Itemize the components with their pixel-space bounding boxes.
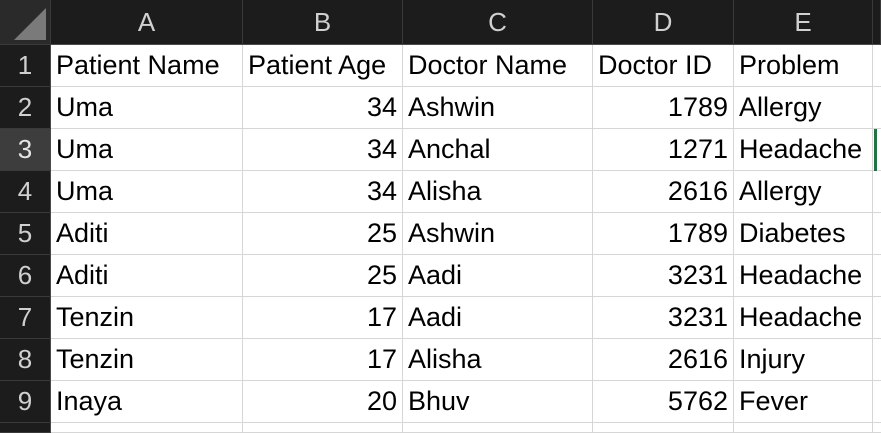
- cell-f4[interactable]: [873, 171, 881, 213]
- cell-b10[interactable]: [243, 423, 403, 433]
- cell-d1[interactable]: Doctor ID: [593, 45, 734, 87]
- cell-f1[interactable]: [873, 45, 881, 87]
- cell-e5[interactable]: Diabetes: [734, 213, 873, 255]
- row-header[interactable]: 9: [0, 381, 51, 423]
- cell-e4[interactable]: Allergy: [734, 171, 873, 213]
- column-header-e[interactable]: E: [734, 0, 873, 45]
- cell-e9[interactable]: Fever: [734, 381, 873, 423]
- cell-c4[interactable]: Alisha: [403, 171, 593, 213]
- cell-f10[interactable]: [873, 423, 881, 433]
- row-header-partial[interactable]: [0, 423, 51, 433]
- cell-e8[interactable]: Injury: [734, 339, 873, 381]
- row-header[interactable]: 5: [0, 213, 51, 255]
- cell-d5[interactable]: 1789: [593, 213, 734, 255]
- cell-e6[interactable]: Headache: [734, 255, 873, 297]
- cell-b9[interactable]: 20: [243, 381, 403, 423]
- cell-f3-selected[interactable]: [873, 129, 881, 171]
- cell-d8[interactable]: 2616: [593, 339, 734, 381]
- cell-e2[interactable]: Allergy: [734, 87, 873, 129]
- column-header-a[interactable]: A: [51, 0, 243, 45]
- row-header[interactable]: 2: [0, 87, 51, 129]
- cell-d6[interactable]: 3231: [593, 255, 734, 297]
- column-header-f-partial[interactable]: [873, 0, 881, 45]
- cell-c7[interactable]: Aadi: [403, 297, 593, 339]
- cell-b1[interactable]: Patient Age: [243, 45, 403, 87]
- cell-d10[interactable]: [593, 423, 734, 433]
- cell-d9[interactable]: 5762: [593, 381, 734, 423]
- cell-b3[interactable]: 34: [243, 129, 403, 171]
- cell-b4[interactable]: 34: [243, 171, 403, 213]
- cell-b6[interactable]: 25: [243, 255, 403, 297]
- cell-a10[interactable]: [51, 423, 243, 433]
- cell-a3[interactable]: Uma: [51, 129, 243, 171]
- cell-a4[interactable]: Uma: [51, 171, 243, 213]
- row-header[interactable]: 7: [0, 297, 51, 339]
- cell-c6[interactable]: Aadi: [403, 255, 593, 297]
- cell-a9[interactable]: Inaya: [51, 381, 243, 423]
- row-header[interactable]: 4: [0, 171, 51, 213]
- cell-b8[interactable]: 17: [243, 339, 403, 381]
- cell-b5[interactable]: 25: [243, 213, 403, 255]
- cell-f5[interactable]: [873, 213, 881, 255]
- cell-c1[interactable]: Doctor Name: [403, 45, 593, 87]
- column-header-c[interactable]: C: [403, 0, 593, 45]
- row-header[interactable]: 1: [0, 45, 51, 87]
- column-header-b[interactable]: B: [243, 0, 403, 45]
- cell-a6[interactable]: Aditi: [51, 255, 243, 297]
- cell-f2[interactable]: [873, 87, 881, 129]
- cell-f8[interactable]: [873, 339, 881, 381]
- cell-f9[interactable]: [873, 381, 881, 423]
- row-header[interactable]: 6: [0, 255, 51, 297]
- cell-c8[interactable]: Alisha: [403, 339, 593, 381]
- cell-e7[interactable]: Headache: [734, 297, 873, 339]
- cell-c5[interactable]: Ashwin: [403, 213, 593, 255]
- cell-e3[interactable]: Headache: [734, 129, 873, 171]
- cell-e10[interactable]: [734, 423, 873, 433]
- cell-e1[interactable]: Problem: [734, 45, 873, 87]
- cell-a2[interactable]: Uma: [51, 87, 243, 129]
- cell-a5[interactable]: Aditi: [51, 213, 243, 255]
- cell-b2[interactable]: 34: [243, 87, 403, 129]
- select-all-triangle-icon: [14, 8, 46, 40]
- cell-f6[interactable]: [873, 255, 881, 297]
- cell-f7[interactable]: [873, 297, 881, 339]
- cell-c9[interactable]: Bhuv: [403, 381, 593, 423]
- cell-c3[interactable]: Anchal: [403, 129, 593, 171]
- cell-d4[interactable]: 2616: [593, 171, 734, 213]
- cell-a1[interactable]: Patient Name: [51, 45, 243, 87]
- cell-b7[interactable]: 17: [243, 297, 403, 339]
- cell-c10[interactable]: [403, 423, 593, 433]
- row-header-active[interactable]: 3: [0, 129, 51, 171]
- column-header-d[interactable]: D: [593, 0, 734, 45]
- cell-a7[interactable]: Tenzin: [51, 297, 243, 339]
- cell-c2[interactable]: Ashwin: [403, 87, 593, 129]
- active-cell-border: [874, 129, 877, 171]
- row-header[interactable]: 8: [0, 339, 51, 381]
- cell-a8[interactable]: Tenzin: [51, 339, 243, 381]
- select-all-button[interactable]: [0, 0, 51, 45]
- cell-d7[interactable]: 3231: [593, 297, 734, 339]
- cell-d2[interactable]: 1789: [593, 87, 734, 129]
- cell-d3[interactable]: 1271: [593, 129, 734, 171]
